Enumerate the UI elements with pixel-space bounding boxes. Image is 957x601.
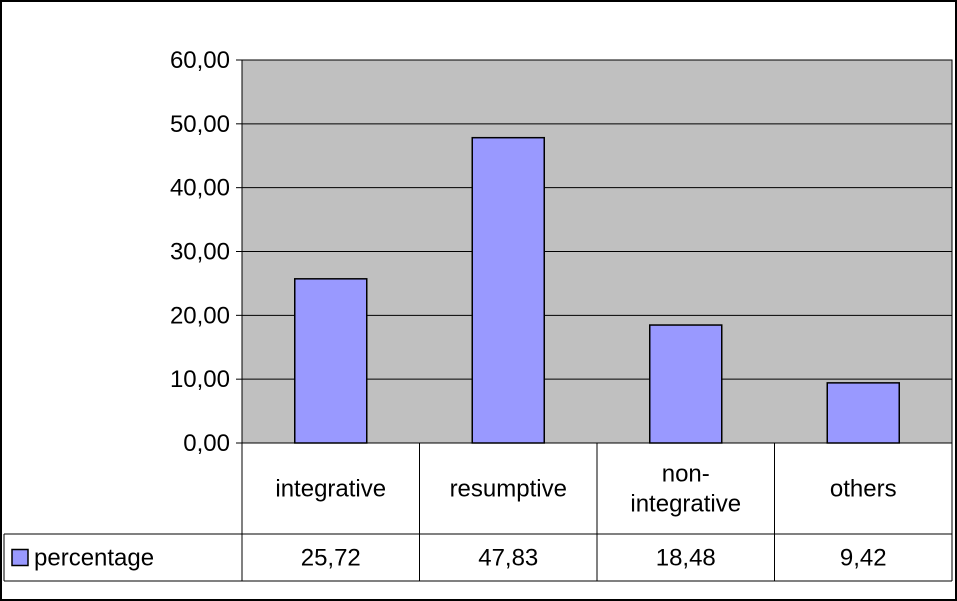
y-tick-label: 20,00 (170, 302, 230, 329)
y-tick-label: 60,00 (170, 47, 230, 74)
bar (294, 278, 368, 444)
category-label: others (830, 476, 897, 503)
data-table-value: 47,83 (478, 545, 538, 572)
y-tick-label: 0,00 (183, 430, 230, 457)
y-tick-label: 40,00 (170, 175, 230, 202)
data-table-value: 9,42 (840, 545, 887, 572)
y-tick-label: 50,00 (170, 111, 230, 138)
legend-swatch (11, 548, 29, 567)
y-tick-label: 30,00 (170, 239, 230, 266)
category-label: non- (662, 461, 710, 488)
data-table-value: 25,72 (301, 545, 361, 572)
data-table-value: 18,48 (656, 545, 716, 572)
category-label: integrative (630, 491, 741, 518)
category-label: integrative (275, 476, 386, 503)
bar (826, 382, 900, 444)
bar (649, 324, 723, 444)
legend-label: percentage (34, 545, 154, 572)
y-tick-label: 10,00 (170, 366, 230, 393)
category-label: resumptive (450, 476, 567, 503)
bar (471, 136, 545, 444)
